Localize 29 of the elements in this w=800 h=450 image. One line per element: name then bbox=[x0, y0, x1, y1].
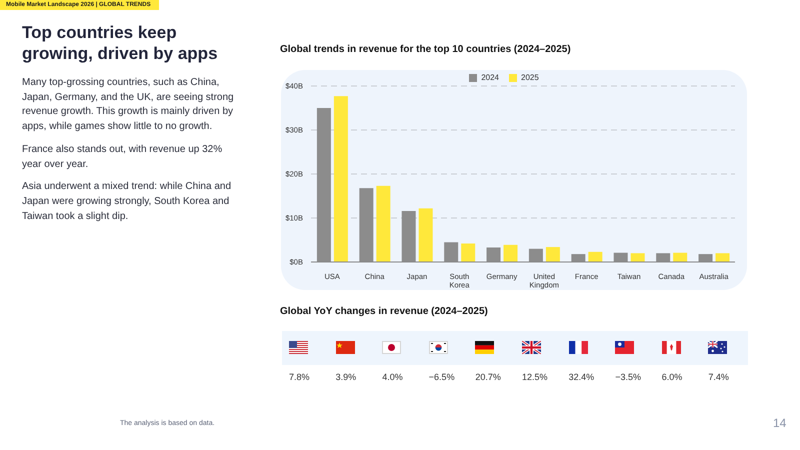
text: 3.9% bbox=[336, 372, 356, 382]
chart-title: Global trends in revenue for the top 10 countries (2024–2025) bbox=[280, 44, 571, 55]
bar bbox=[588, 252, 602, 262]
text: 32.4% bbox=[568, 372, 594, 382]
text: 7.4% bbox=[708, 372, 729, 382]
text: Global YoY changes in revenue (2024–2025) bbox=[280, 306, 488, 317]
bar bbox=[546, 247, 560, 262]
text: Many top-grossing countries, such as China, Japan, Germany, and the UK, are seeing strong revenue growth. This growth is mainly driven by apps, while games show little to no growth. bbox=[22, 77, 234, 132]
bar bbox=[461, 244, 476, 262]
text: 20.7% bbox=[475, 372, 501, 382]
bar bbox=[716, 253, 730, 262]
text: 6.0% bbox=[662, 372, 682, 382]
text: France also stands out, with revenue up 32% year over year. bbox=[22, 144, 222, 170]
legend-label: 2024 bbox=[481, 73, 499, 82]
bar bbox=[504, 244, 518, 262]
bar bbox=[376, 186, 390, 262]
bar bbox=[334, 96, 348, 262]
text: 14 bbox=[773, 416, 786, 430]
text: 4.0% bbox=[382, 372, 403, 382]
bar bbox=[673, 252, 688, 262]
text: 12.5% bbox=[522, 372, 548, 382]
legend-label: 2025 bbox=[521, 73, 539, 82]
text: Top countries keep growing, driven by apps bbox=[22, 23, 218, 63]
bar bbox=[630, 253, 645, 262]
text: −6.5% bbox=[428, 372, 455, 382]
bar bbox=[418, 208, 433, 262]
text: 7.8% bbox=[289, 372, 310, 382]
text: −3.5% bbox=[615, 372, 641, 382]
text: Asia underwent a mixed trend: while China and Japan were growing strongly, South Korea and Taiwan took a slight dip. bbox=[22, 181, 232, 222]
